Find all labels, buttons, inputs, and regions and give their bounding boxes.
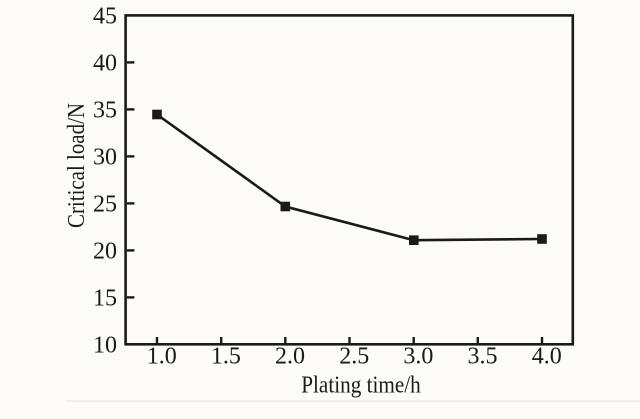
svg-text:30: 30: [93, 144, 117, 170]
svg-text:10: 10: [93, 332, 117, 358]
svg-text:Plating time/h: Plating time/h: [301, 373, 421, 399]
svg-text:2.5: 2.5: [339, 343, 369, 369]
svg-text:3.0: 3.0: [403, 343, 433, 369]
svg-text:25: 25: [93, 191, 117, 217]
svg-text:1.5: 1.5: [211, 343, 241, 369]
svg-text:4.0: 4.0: [532, 343, 562, 369]
svg-text:35: 35: [93, 97, 117, 123]
svg-text:1.0: 1.0: [147, 343, 177, 369]
svg-text:40: 40: [93, 50, 117, 76]
svg-text:3.5: 3.5: [468, 343, 498, 369]
svg-text:15: 15: [93, 285, 117, 311]
svg-text:Critical load/N: Critical load/N: [64, 103, 90, 228]
svg-text:20: 20: [93, 238, 117, 264]
svg-text:2.0: 2.0: [275, 343, 305, 369]
svg-text:45: 45: [93, 3, 117, 29]
